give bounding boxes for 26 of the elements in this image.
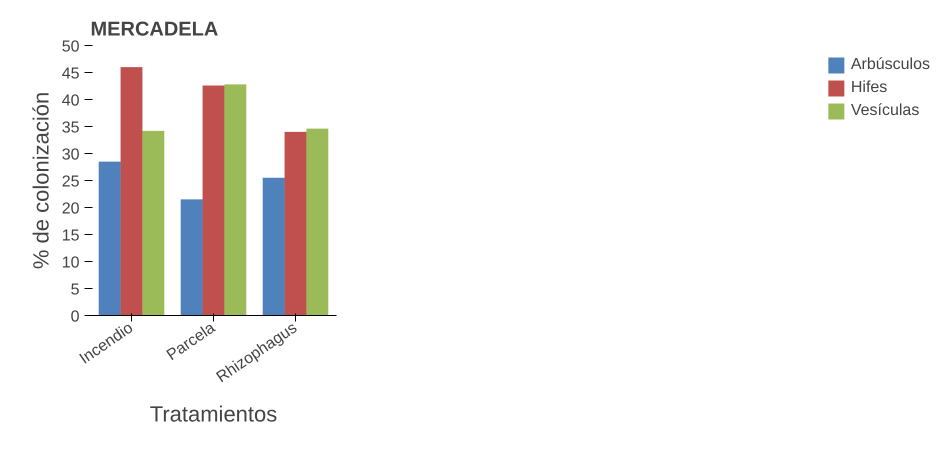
x-axis-title: Tratamientos [150, 401, 278, 426]
y-tick-label: 40 [62, 92, 80, 110]
y-tick-label: 35 [62, 120, 80, 136]
y-tick-label: 20 [62, 200, 80, 218]
legend-label: Vesículas [850, 102, 920, 120]
y-tick-label: 50 [62, 38, 80, 56]
bar [120, 67, 142, 316]
y-tick-label: 10 [62, 254, 80, 272]
bar [306, 128, 328, 316]
bar [224, 84, 246, 316]
chart-title: MERCADELA [90, 18, 218, 40]
y-axis-title: % de colonización [28, 92, 54, 270]
y-tick-label: 5 [70, 282, 80, 298]
legend-label: Arbúsculos [850, 56, 930, 74]
y-tick-label: 30 [62, 146, 80, 164]
y-tick-label: 0 [70, 308, 80, 326]
bar [142, 130, 164, 316]
bar [262, 178, 285, 316]
bar [202, 85, 224, 316]
y-tick-label: 25 [62, 174, 80, 190]
bar [180, 199, 203, 316]
bar [98, 162, 121, 316]
bar [284, 132, 306, 316]
y-tick-label: 15 [62, 228, 80, 244]
legend-label: Hifes [850, 79, 888, 97]
y-tick-label: 45 [62, 66, 80, 82]
